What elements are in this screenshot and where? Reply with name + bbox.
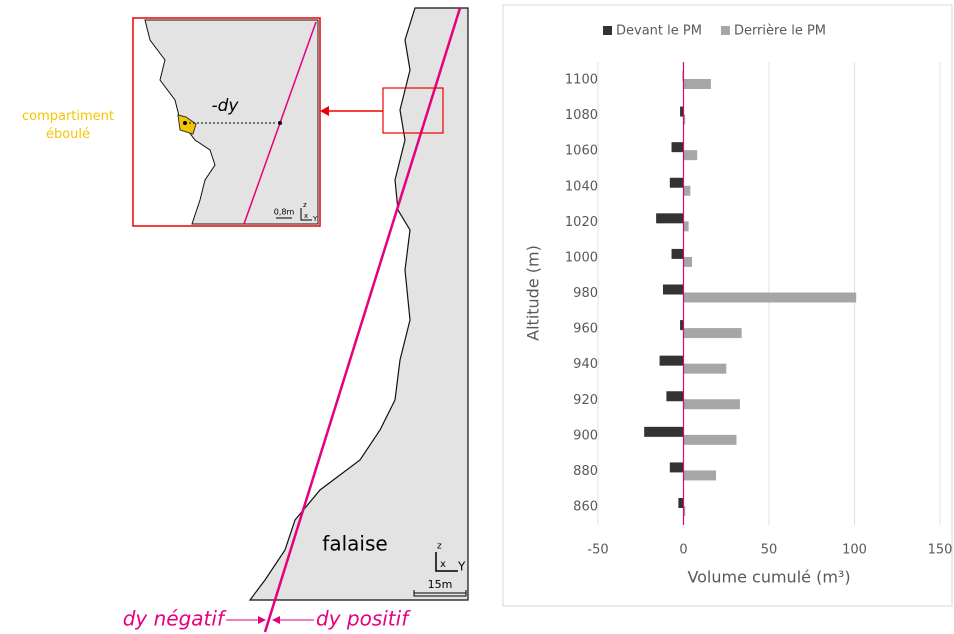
diagram: compartiment éboulé -dy 0,8m z x Y falais… (22, 7, 469, 633)
y-axis-label: Altitude (m) (524, 245, 543, 341)
chart-frame (502, 4, 953, 607)
axis-x: x (440, 559, 446, 570)
arrow-head (272, 616, 280, 624)
bar (680, 320, 684, 331)
label-part: éboulé (46, 127, 90, 142)
bar (678, 498, 684, 508)
positive-label: dy positif (316, 607, 411, 631)
axis-y: Y (457, 560, 466, 574)
y-tick-label: 960 (573, 322, 598, 337)
bar (683, 114, 686, 125)
bar (683, 434, 737, 445)
arrow-head (258, 616, 266, 624)
compartment-label: compartiment éboulé (22, 109, 114, 142)
label-part: compartiment (22, 109, 114, 124)
bar (680, 106, 684, 117)
y-tick-label: 1040 (565, 179, 598, 194)
x-tick-label: 0 (679, 543, 687, 558)
scale-label: 15m (428, 578, 453, 591)
legend-label: Devant le PM (616, 24, 702, 39)
negative-label: dy négatif (123, 607, 227, 631)
bar (683, 328, 742, 339)
bar (669, 177, 684, 188)
legend-swatch (603, 26, 612, 35)
x-tick-label: 100 (842, 543, 867, 558)
inset-cliff (144, 19, 319, 225)
axis-z: z (437, 542, 442, 552)
bar (669, 462, 684, 473)
bar (683, 506, 686, 516)
x-tick-label: 50 (761, 543, 778, 558)
y-tick-label: 980 (573, 286, 598, 301)
legend-swatch (720, 26, 730, 35)
bar (683, 399, 740, 410)
bar (666, 391, 684, 402)
bar (683, 185, 691, 196)
bar (662, 284, 684, 295)
y-tick-label: 1020 (565, 215, 598, 230)
bar (683, 79, 711, 89)
bar (683, 221, 689, 232)
inset-scale: 0,8m (274, 208, 295, 217)
x-axis-label: Volume cumulé (m³) (687, 568, 850, 587)
scale-bar (413, 590, 467, 597)
reference-line (263, 7, 462, 633)
y-tick-label: 940 (573, 357, 598, 372)
cliff-label: falaise (322, 532, 387, 556)
bar (683, 470, 716, 481)
bar (644, 426, 684, 437)
bar (671, 248, 684, 259)
bar (683, 363, 727, 374)
y-tick-label: 920 (573, 393, 598, 408)
axis-x: x (304, 212, 308, 220)
y-tick-label: 1060 (565, 144, 598, 159)
axis-glyph (435, 552, 458, 572)
y-tick-label: 1100 (565, 73, 598, 88)
legend-label: Derrière le PM (734, 24, 826, 39)
bar (683, 292, 857, 303)
y-tick-label: 1000 (565, 250, 598, 265)
x-tick-label: -50 (587, 543, 608, 558)
bar (671, 142, 684, 153)
y-tick-label: 900 (573, 428, 598, 443)
bar (659, 355, 684, 366)
y-tick-label: 880 (573, 464, 598, 479)
dy-label: -dy (212, 96, 240, 116)
axis-glyph (300, 208, 312, 221)
axis-y: Y (312, 215, 318, 223)
bar (683, 256, 693, 267)
y-tick-label: 1080 (565, 108, 598, 123)
bar (656, 213, 684, 224)
dot (278, 121, 282, 125)
x-tick-label: 150 (928, 543, 953, 558)
arrow-head (320, 106, 329, 116)
bar (683, 150, 698, 161)
fallen-block (177, 114, 197, 135)
y-tick-label: 860 (573, 500, 598, 515)
axis-z: z (303, 201, 307, 209)
dot (183, 121, 187, 125)
